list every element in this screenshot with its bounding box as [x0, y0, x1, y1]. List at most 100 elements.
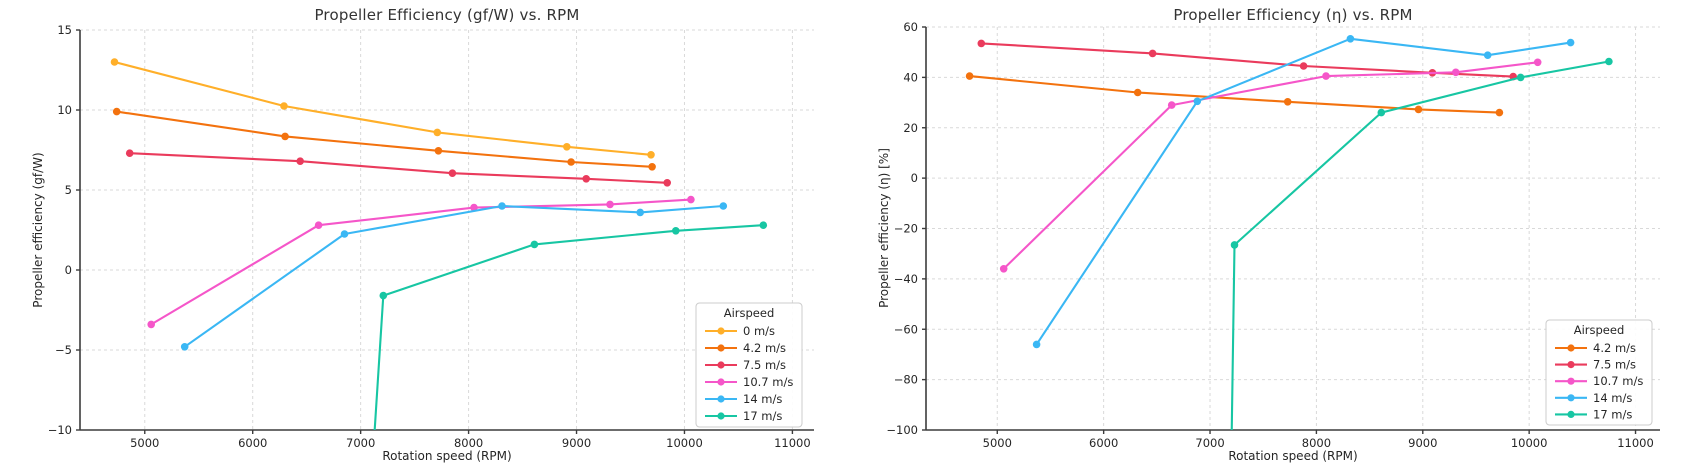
legend-title: Airspeed	[724, 306, 775, 320]
data-point	[1299, 62, 1308, 70]
x-tick-label: 9000	[562, 436, 591, 450]
data-point	[340, 230, 349, 238]
x-tick-label: 7000	[1195, 436, 1224, 450]
chart-gfw-vs-rpm: Propeller Efficiency (gf/W) vs. RPM Prop…	[31, 6, 814, 463]
legend-swatch-marker	[1567, 361, 1575, 369]
data-point	[1483, 51, 1492, 59]
data-point	[1533, 58, 1542, 67]
y-tick-label: 0	[65, 263, 72, 277]
y-tick-label: −5	[55, 343, 72, 357]
data-point	[582, 175, 590, 183]
data-point	[280, 102, 288, 110]
y-tick-label: 20	[903, 121, 918, 135]
data-point	[296, 157, 305, 165]
x-tick-label: 5000	[130, 436, 159, 450]
chart-title-left: Propeller Efficiency (gf/W) vs. RPM	[314, 6, 580, 24]
data-point	[1167, 101, 1176, 109]
x-tick-label: 7000	[346, 436, 375, 450]
data-point	[663, 179, 671, 187]
y-tick-label: 0	[911, 171, 918, 185]
data-point	[636, 208, 644, 217]
x-tick-label: 10000	[666, 436, 703, 450]
x-tick-label: 8000	[454, 436, 483, 450]
series-layer	[110, 58, 768, 430]
legend-entry-label: 10.7 m/s	[743, 375, 793, 389]
data-point	[1516, 73, 1525, 82]
data-point	[606, 200, 614, 209]
data-point	[1283, 98, 1292, 106]
legend-title: Airspeed	[1574, 323, 1625, 337]
legend-entry-label: 14 m/s	[1593, 391, 1632, 405]
series-line-14-m-s	[183, 204, 725, 348]
legend-entry-label: 17 m/s	[743, 409, 782, 423]
y-tick-label: 60	[903, 20, 918, 34]
data-point	[672, 227, 680, 235]
legend-swatch-marker	[1567, 344, 1575, 352]
data-point	[530, 240, 539, 249]
data-point	[498, 202, 506, 210]
y-tick-label: −60	[894, 322, 918, 336]
series-line-0-m-s	[113, 60, 653, 156]
x-tick-label: 6000	[1089, 436, 1118, 450]
data-point	[448, 169, 457, 177]
data-point	[647, 151, 655, 159]
data-point	[1133, 88, 1142, 97]
data-point	[379, 291, 388, 300]
data-point	[1452, 68, 1460, 77]
legend-swatch-marker	[1567, 394, 1575, 402]
data-point	[110, 58, 119, 66]
legend-swatch-marker	[1567, 410, 1575, 418]
legend-entry-label: 0 m/s	[743, 324, 775, 338]
x-tick-label: 8000	[1302, 436, 1331, 450]
plot-area-right: 5000 6000 7000 8000 9000 10000 11000 −100 −80 −60…	[886, 20, 1660, 450]
data-point	[281, 132, 289, 141]
data-point	[1322, 72, 1330, 80]
y-tick-label: −20	[894, 222, 918, 236]
legend-entry-label: 10.7 m/s	[1593, 374, 1643, 388]
data-point	[125, 149, 134, 157]
y-tick-label: −40	[894, 272, 918, 286]
data-point	[648, 163, 656, 171]
data-point	[1148, 49, 1157, 58]
data-point	[1346, 35, 1355, 43]
legend-swatch-marker	[717, 361, 725, 369]
data-point	[965, 72, 974, 80]
legend-entry-label: 7.5 m/s	[1593, 358, 1636, 372]
data-point	[1566, 38, 1575, 47]
y-tick-label: 5	[65, 183, 72, 197]
data-point	[719, 202, 728, 210]
data-point	[314, 221, 323, 229]
plot-area-left: 5000 6000 7000 8000 9000 10000 11000 −10 −5 0 5 10 1…	[48, 23, 814, 450]
data-point	[434, 147, 443, 155]
data-point	[1377, 108, 1386, 117]
y-tick-label: −80	[894, 373, 918, 387]
data-point	[999, 265, 1008, 273]
legend-swatch-marker	[717, 412, 725, 420]
legend-entry-label: 14 m/s	[743, 392, 782, 406]
data-point	[1605, 57, 1613, 66]
data-point	[147, 320, 155, 329]
legend-entry-label: 4.2 m/s	[743, 341, 786, 355]
data-point	[1414, 105, 1423, 114]
x-tick-label: 11000	[1617, 436, 1654, 450]
y-tick-label: 10	[57, 103, 72, 117]
data-point	[1495, 108, 1504, 117]
data-point	[977, 39, 986, 48]
x-tick-label: 5000	[983, 436, 1012, 450]
legend-entry-label: 17 m/s	[1593, 407, 1632, 421]
x-tick-label: 11000	[774, 436, 811, 450]
legend-swatch-marker	[717, 395, 725, 403]
data-point	[470, 203, 478, 212]
data-point	[1193, 97, 1202, 106]
x-axis-label-right: Rotation speed (RPM)	[1228, 449, 1358, 463]
data-point	[687, 195, 695, 204]
x-axis-label-left: Rotation speed (RPM)	[382, 449, 512, 463]
data-point	[1230, 241, 1239, 249]
y-tick-label: 15	[57, 23, 72, 37]
data-point	[433, 128, 442, 137]
x-tick-label: 6000	[238, 436, 267, 450]
y-tick-label: 40	[903, 70, 918, 84]
legend-swatch-marker	[717, 344, 725, 352]
legend-swatch-marker	[717, 378, 725, 386]
